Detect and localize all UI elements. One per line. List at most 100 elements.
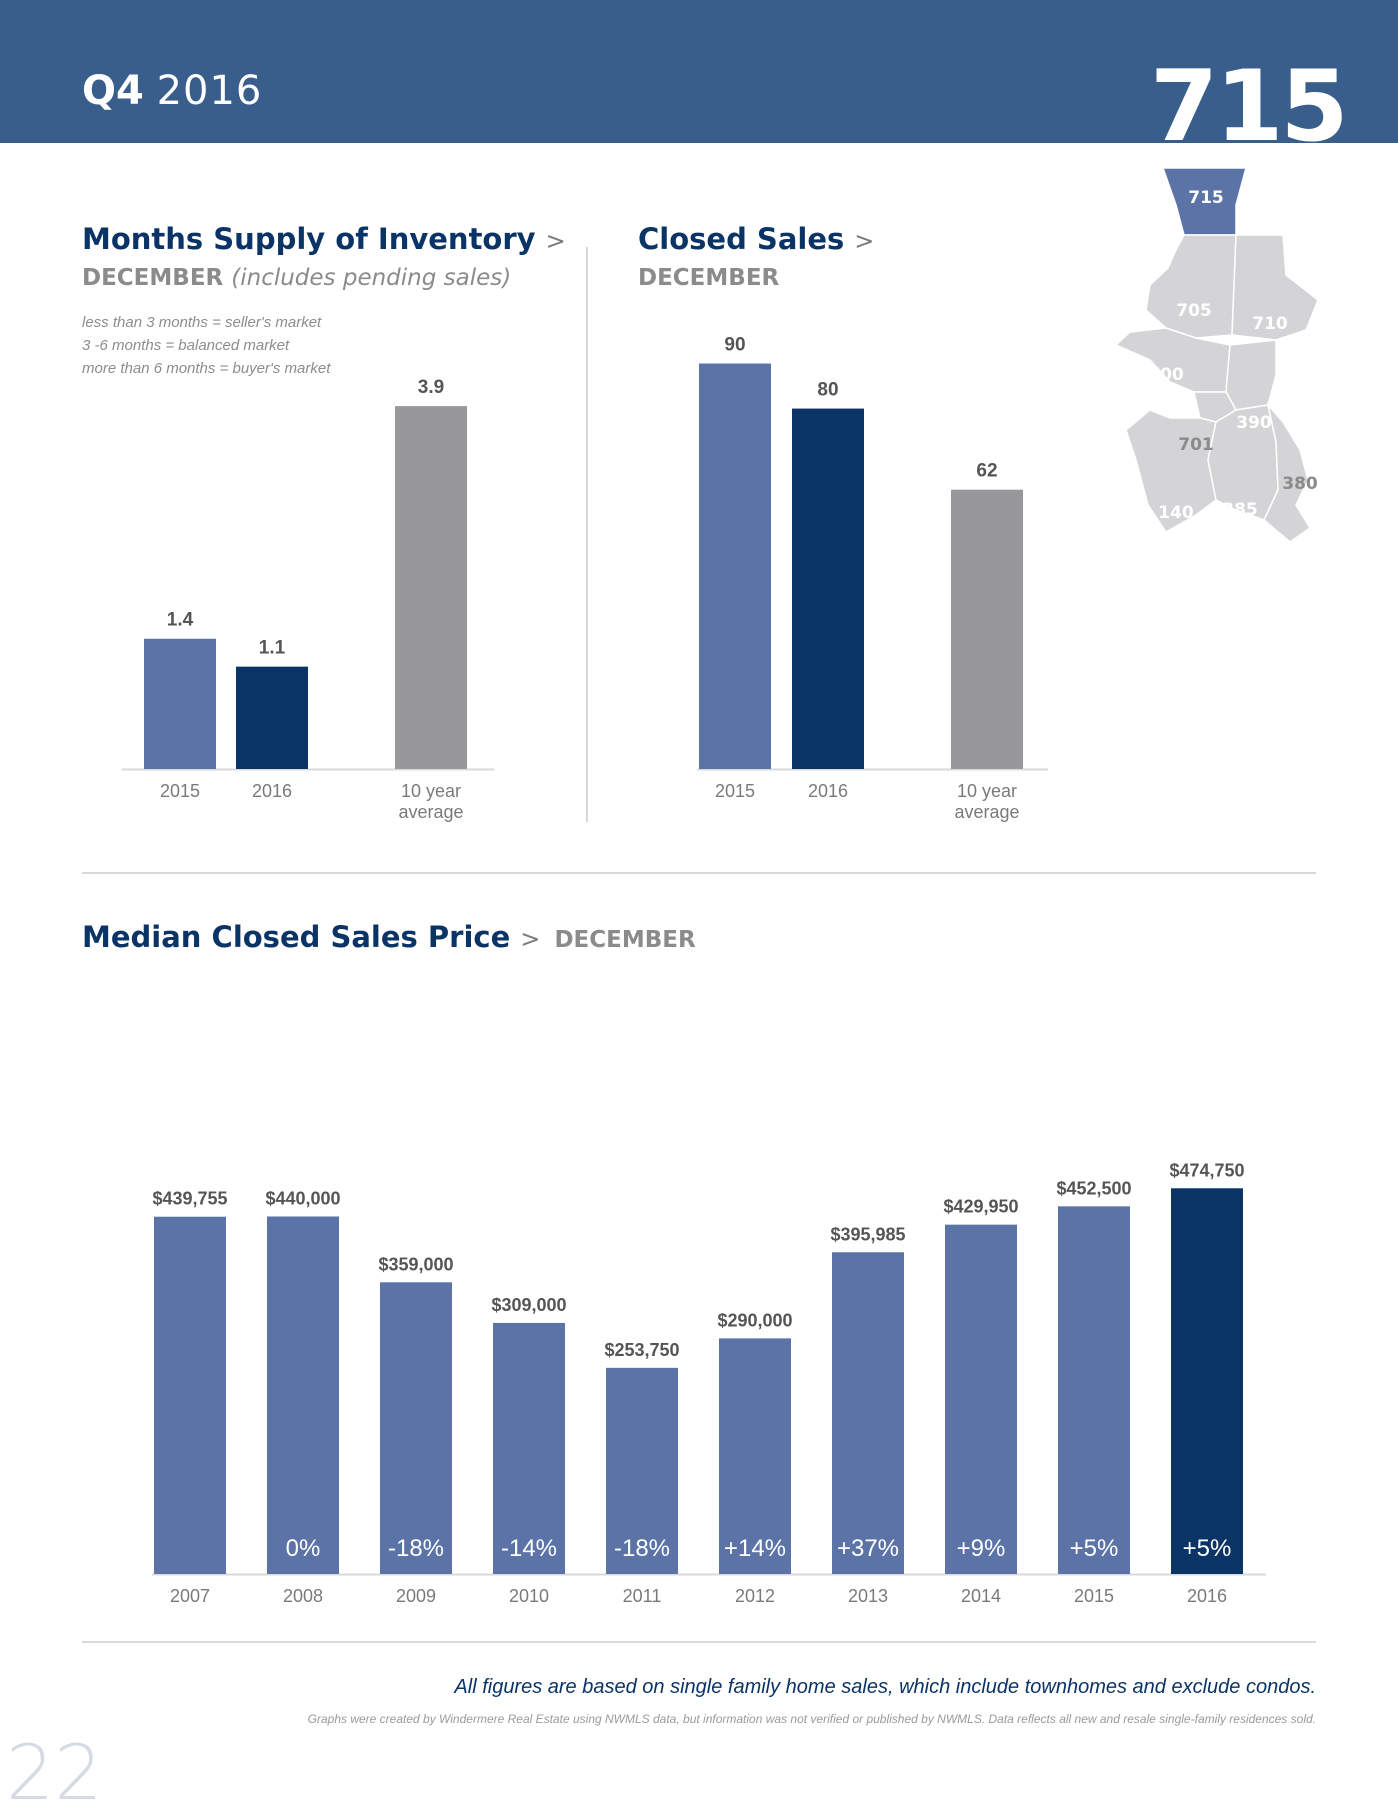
price-change-label-2011: -18% — [614, 1535, 670, 1562]
section-rule — [82, 872, 1316, 874]
sales-value-label-2: 62 — [976, 461, 997, 482]
price-bar-2010 — [493, 1322, 565, 1574]
supply-tick-label-1: 2016 — [252, 781, 292, 801]
median-price-title: Median Closed Sales Price > DECEMBER — [82, 920, 696, 954]
quarter-label: Q4 2016 — [82, 68, 262, 114]
closed-sales-title: Closed Sales > — [638, 222, 874, 256]
price-bar-2008 — [267, 1216, 339, 1574]
price-bar-2007 — [154, 1216, 226, 1574]
legend-sellers: less than 3 months = seller's market — [82, 314, 322, 331]
price-bar-2011 — [606, 1367, 678, 1574]
price-bar-2012 — [719, 1338, 791, 1574]
median-price-period: DECEMBER — [554, 927, 696, 953]
supply-tick-label-2: 10 year average — [398, 781, 463, 822]
arrow-icon: > — [545, 227, 566, 255]
map-label-390: 390 — [1236, 413, 1272, 433]
price-value-label-2011: $253,750 — [604, 1340, 679, 1360]
supply-bar-1 — [236, 666, 308, 769]
price-bar-2009 — [380, 1282, 452, 1574]
closed-sales-title-text: Closed Sales — [638, 222, 845, 256]
sales-value-label-0: 90 — [724, 335, 745, 356]
price-bar-2016 — [1171, 1188, 1243, 1574]
page-number: 22 — [6, 1728, 103, 1817]
price-tick-label-2007: 2007 — [170, 1586, 210, 1606]
price-tick-label-2011: 2011 — [623, 1586, 662, 1606]
price-tick-label-2013: 2013 — [848, 1586, 888, 1606]
sales-tick-label-0: 2015 — [715, 781, 755, 801]
supply-tick-label-0: 2015 — [160, 781, 200, 801]
price-change-label-2015: +5% — [1070, 1535, 1119, 1562]
map-label-380: 380 — [1282, 474, 1318, 494]
supply-value-label-2: 3.9 — [418, 377, 444, 398]
months-supply-period: DECEMBER (includes pending sales) — [82, 265, 511, 291]
price-change-label-2010: -14% — [501, 1535, 557, 1562]
sales-bar-1 — [792, 408, 864, 769]
supply-bar-2 — [395, 406, 467, 769]
legend-balanced: 3 -6 months = balanced market — [82, 337, 290, 354]
quarter: Q4 — [82, 68, 144, 114]
months-supply-period-note: (includes pending sales) — [231, 265, 512, 291]
legend-buyers: more than 6 months = buyer's market — [82, 360, 331, 377]
supply-value-label-1: 1.1 — [259, 638, 286, 659]
price-value-label-2014: $429,950 — [943, 1197, 1018, 1217]
price-value-label-2012: $290,000 — [717, 1310, 792, 1330]
months-supply-title: Months Supply of Inventory > — [82, 222, 566, 256]
map-label-701: 701 — [1178, 435, 1214, 455]
price-change-label-2014: +9% — [957, 1535, 1006, 1562]
page-header: Q4 2016 — [0, 0, 1398, 143]
price-change-label-2008: 0% — [286, 1535, 321, 1562]
area-number: 715 — [1150, 50, 1349, 164]
price-change-label-2009: -18% — [388, 1535, 444, 1562]
price-change-label-2016: +5% — [1183, 1535, 1232, 1562]
median-price-title-text: Median Closed Sales Price — [82, 920, 511, 954]
price-tick-label-2008: 2008 — [283, 1586, 323, 1606]
price-value-label-2016: $474,750 — [1169, 1160, 1244, 1180]
area-map: 715 705 710 700 390 701 380 140 385 — [1114, 167, 1319, 543]
map-region-700 — [1114, 327, 1231, 393]
map-label-710: 710 — [1252, 314, 1288, 334]
price-value-label-2013: $395,985 — [830, 1224, 905, 1244]
arrow-icon: > — [520, 925, 541, 953]
footer-note: All figures are based on single family h… — [454, 1676, 1316, 1698]
months-supply-title-text: Months Supply of Inventory — [82, 222, 536, 256]
price-tick-label-2012: 2012 — [735, 1586, 775, 1606]
price-bar-2015 — [1058, 1206, 1130, 1574]
price-tick-label-2015: 2015 — [1074, 1586, 1114, 1606]
map-region-380 — [1263, 402, 1312, 543]
footer-rule — [82, 1641, 1316, 1643]
closed-sales-period: DECEMBER — [638, 265, 780, 291]
sales-bar-2 — [951, 489, 1023, 769]
price-value-label-2009: $359,000 — [378, 1254, 453, 1274]
year: 2016 — [156, 68, 263, 114]
price-tick-label-2010: 2010 — [509, 1586, 549, 1606]
price-tick-label-2014: 2014 — [961, 1586, 1001, 1606]
arrow-icon: > — [854, 227, 875, 255]
sales-tick-label-2: 10 year average — [954, 781, 1019, 822]
price-tick-label-2016: 2016 — [1187, 1586, 1227, 1606]
price-tick-label-2009: 2009 — [396, 1586, 436, 1606]
section-divider — [586, 247, 588, 822]
price-bar-2014 — [945, 1224, 1017, 1574]
map-region-710 — [1231, 234, 1319, 341]
map-label-705: 705 — [1176, 301, 1212, 321]
map-label-140: 140 — [1158, 503, 1194, 523]
map-regions — [1114, 167, 1319, 543]
sales-tick-label-1: 2016 — [808, 781, 848, 801]
price-bar-2013 — [832, 1252, 904, 1574]
supply-value-label-0: 1.4 — [167, 610, 194, 631]
price-value-label-2007: $439,755 — [152, 1189, 227, 1209]
map-label-715: 715 — [1188, 188, 1224, 208]
price-change-label-2012: +14% — [724, 1535, 786, 1562]
price-value-label-2008: $440,000 — [265, 1189, 340, 1209]
price-change-label-2013: +37% — [837, 1535, 899, 1562]
sales-value-label-1: 80 — [817, 380, 838, 401]
price-value-label-2010: $309,000 — [491, 1295, 566, 1315]
sales-bar-0 — [699, 363, 771, 769]
map-label-385: 385 — [1222, 500, 1258, 520]
footer-source: Graphs were created by Windermere Real E… — [307, 1712, 1316, 1726]
map-label-700: 700 — [1148, 365, 1184, 385]
supply-bar-0 — [144, 638, 216, 769]
months-supply-month: DECEMBER — [82, 265, 224, 291]
price-value-label-2015: $452,500 — [1056, 1178, 1131, 1198]
